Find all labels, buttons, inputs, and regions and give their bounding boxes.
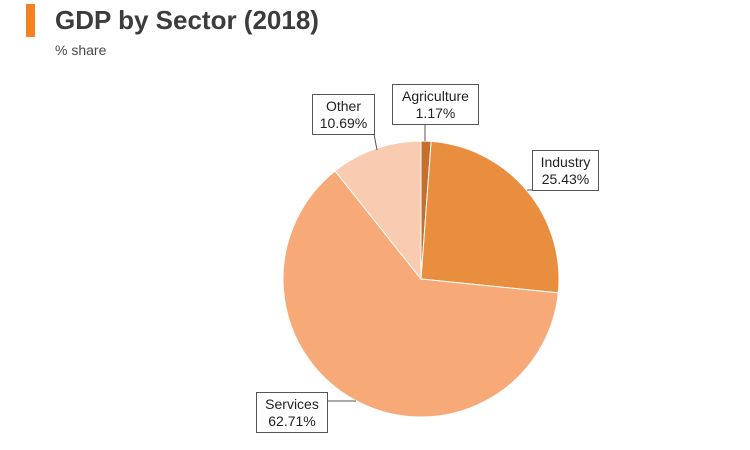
label-category: Services	[265, 396, 319, 412]
label-value: 1.17%	[416, 105, 456, 121]
label-category: Industry	[541, 154, 591, 170]
pie-slice-services[interactable]	[282, 170, 559, 418]
pie-slices	[282, 140, 560, 418]
chart-title: GDP by Sector (2018)	[55, 5, 319, 35]
pie-slice-industry[interactable]	[420, 140, 560, 294]
label-box	[256, 392, 328, 433]
label-connector	[373, 133, 378, 151]
label-category: Other	[326, 98, 361, 114]
label-category: Agriculture	[402, 88, 469, 104]
chart-subtitle: % share	[55, 42, 107, 58]
label-box	[532, 150, 599, 191]
label-box	[312, 94, 375, 135]
label-box	[392, 84, 479, 125]
label-value: 62.71%	[268, 413, 315, 429]
label-value: 10.69%	[320, 115, 367, 131]
title-accent-bar	[26, 4, 35, 37]
pie-slice-other[interactable]	[334, 140, 422, 281]
label-value: 25.43%	[542, 171, 589, 187]
